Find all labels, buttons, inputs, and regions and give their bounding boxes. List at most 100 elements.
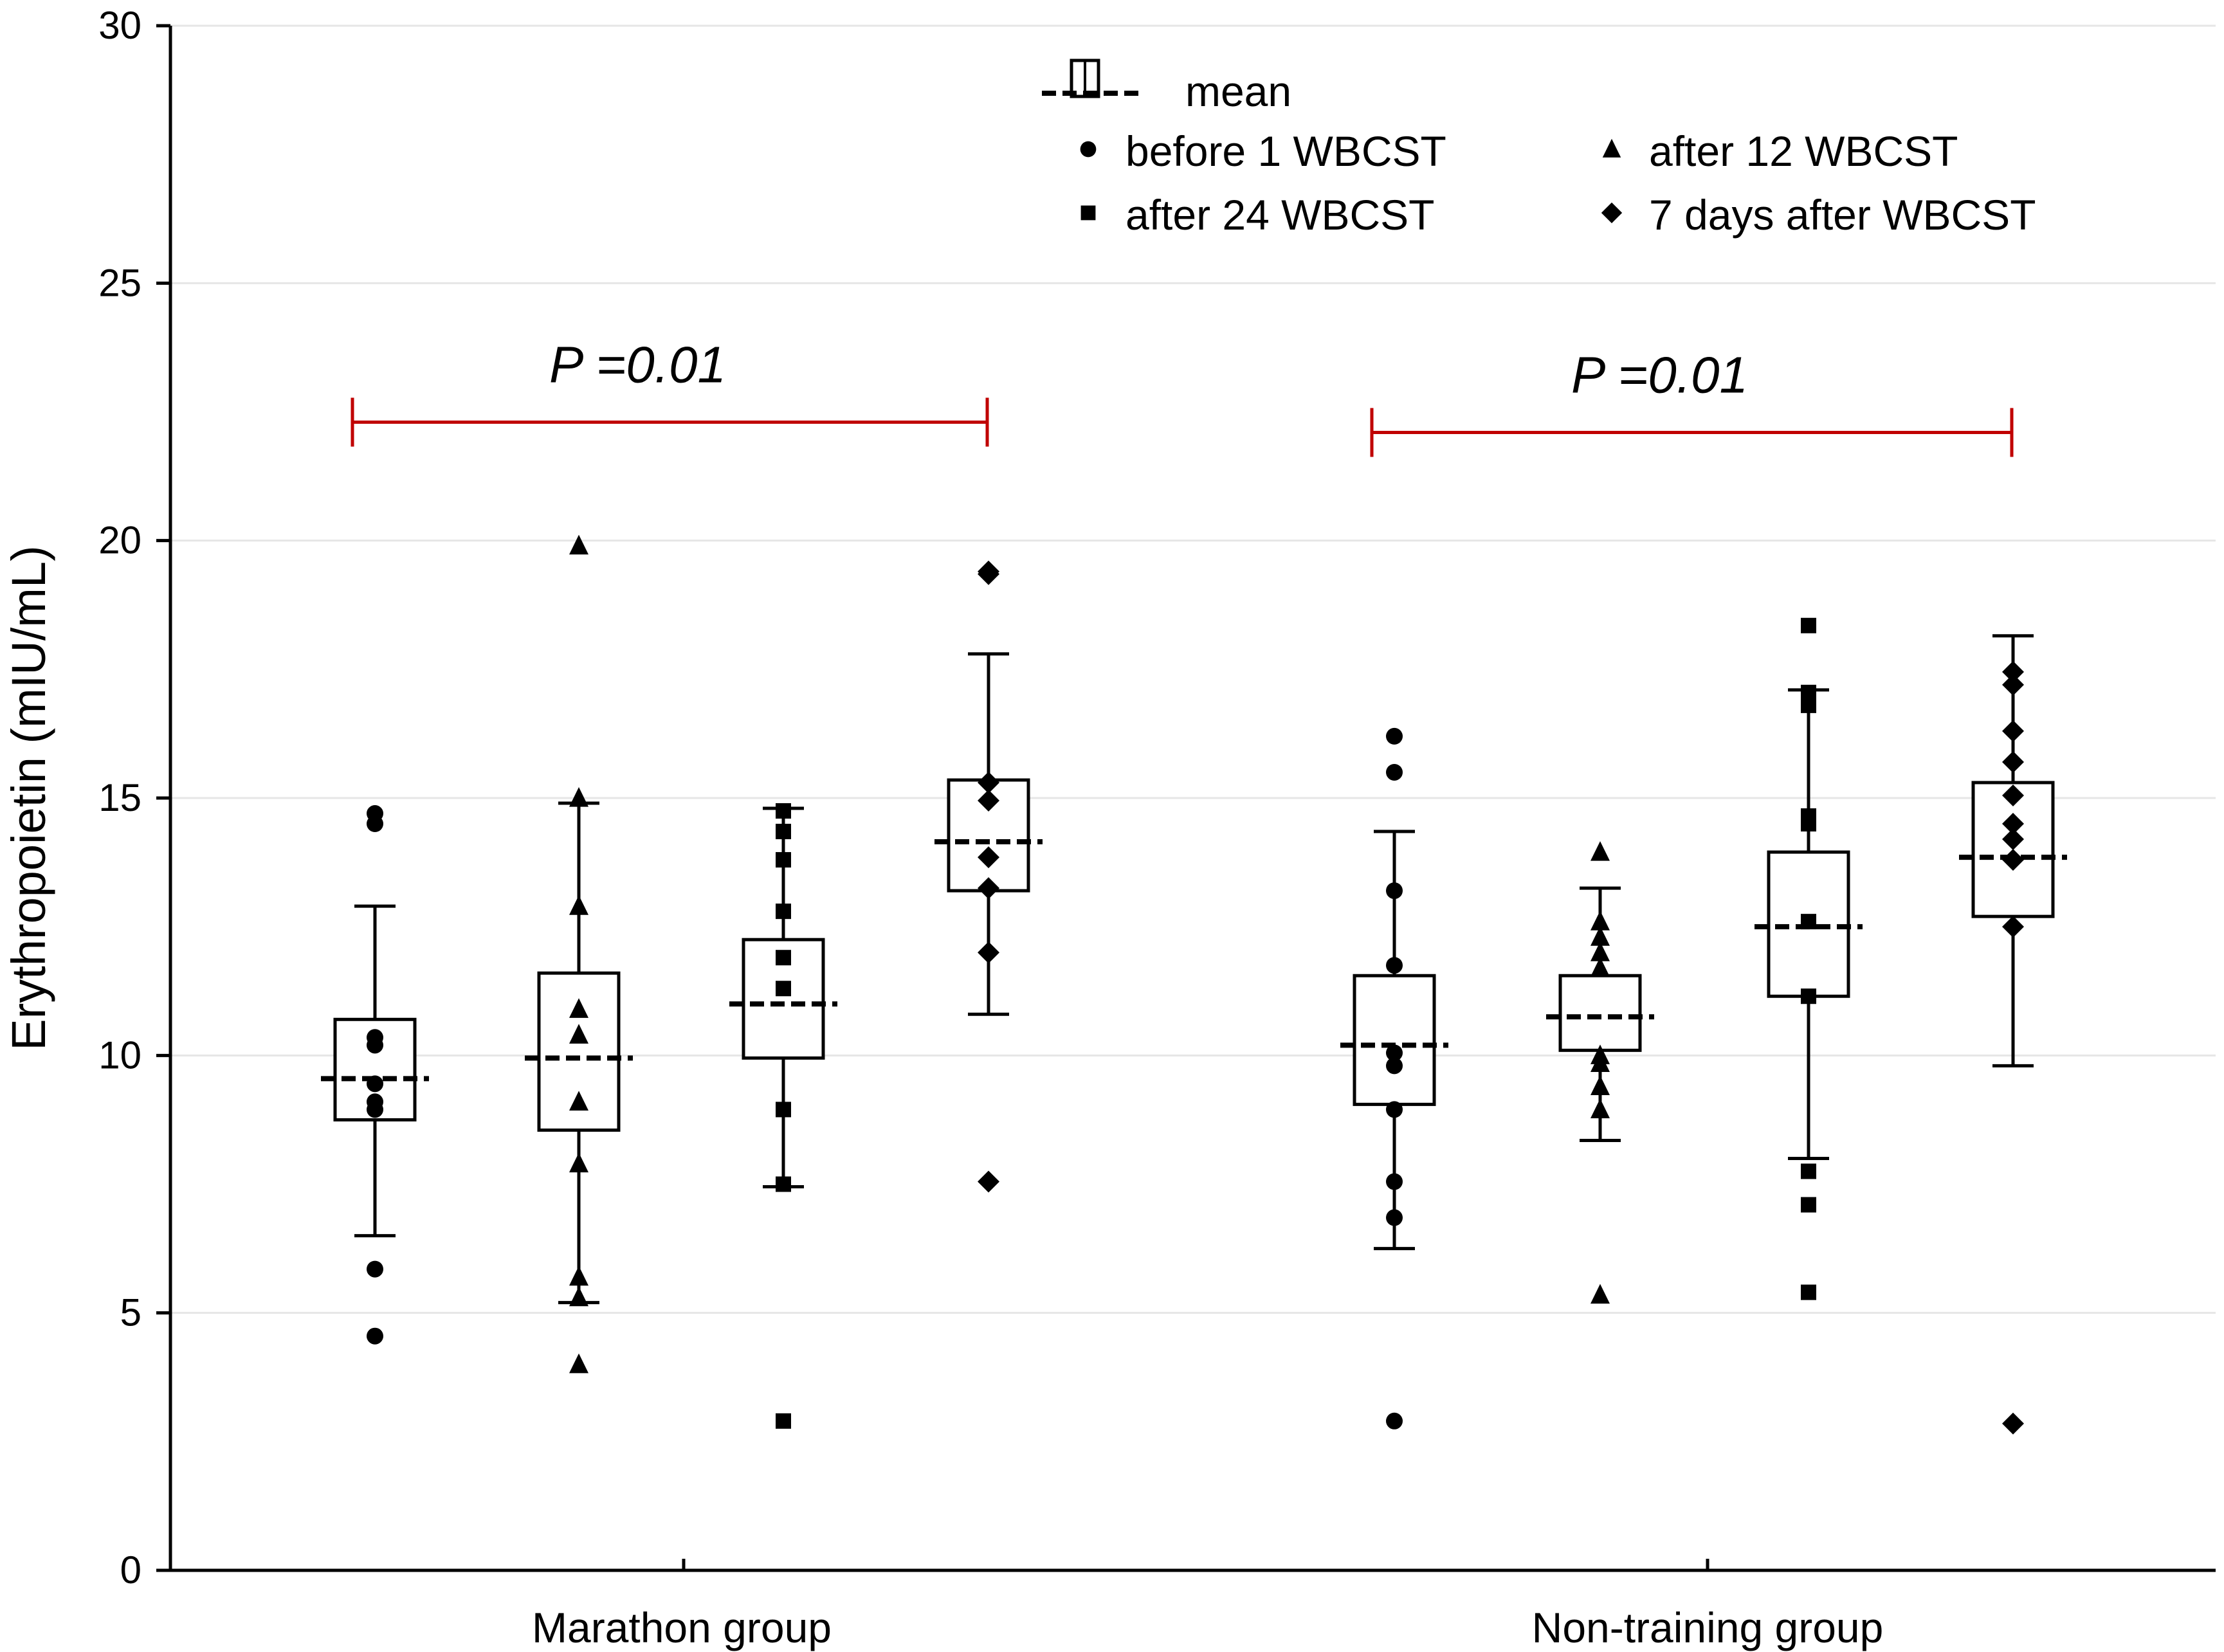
data-point-diamond [2002,673,2024,696]
box-after7d [1959,634,2067,1435]
y-axis-label: Erythropoietin (mIU/mL) [2,545,55,1050]
data-point-diamond [2002,720,2024,742]
data-point-circle [1386,882,1403,900]
data-point-square [776,824,791,840]
box-after12 [1546,841,1654,1304]
data-point-circle [1386,1173,1403,1190]
box-before [321,805,429,1345]
y-tick-label: 30 [98,4,141,47]
data-point-triangle [569,1353,588,1374]
data-point-circle [1386,1044,1403,1062]
legend-item-after7d: 7 days after WBCST [1601,191,2036,239]
data-point-triangle [569,1091,588,1111]
data-point-circle [1386,957,1403,974]
data-point-triangle [1591,911,1610,930]
data-point-square [776,903,791,920]
data-point-square [776,1413,791,1429]
data-point-triangle [569,998,588,1018]
data-point-diamond [978,941,999,964]
legend: mean before 1 WBCST after 12 WBCST after 24… [1042,59,2036,239]
data-point-diamond [978,877,999,900]
data-point-circle [367,1260,383,1278]
p-value-bracket: P =0.01 [1370,347,2014,457]
y-ticks: 0 5 10 15 20 25 30 [98,4,170,1592]
legend-label: after 24 WBCST [1126,191,1434,239]
y-tick-label: 10 [98,1033,141,1076]
data-point-square [1801,617,1816,633]
data-point-square [1080,205,1096,221]
data-point-square [776,981,791,997]
data-point-square [1801,816,1816,832]
p-value-label: P =0.01 [1571,347,1748,404]
data-point-square [1801,1284,1816,1300]
data-point-triangle [1591,1098,1610,1119]
data-point-triangle [569,1286,588,1307]
data-point-square [776,803,791,819]
box-after7d [934,560,1043,1193]
data-point-circle [367,1327,383,1345]
legend-mean-label: mean [1185,68,1291,115]
data-point-triangle [569,534,588,555]
data-point-square [1801,988,1816,1004]
data-point-diamond [978,790,999,812]
data-point-diamond [978,563,999,585]
x-tick-label: Non-training group [1532,1604,1884,1651]
data-point-square [1801,684,1816,700]
data-point-triangle [569,1266,588,1286]
data-point-circle [1386,1209,1403,1226]
data-point-diamond [2002,916,2024,938]
data-point-circle [367,1101,383,1118]
data-point-triangle [1591,957,1610,977]
box-after24 [729,803,837,1429]
box-after24 [1755,617,1863,1300]
legend-item-before: before 1 WBCST [1080,127,1446,175]
data-point-diamond [2002,849,2024,871]
data-point-square [1801,697,1816,713]
data-point-triangle [569,895,588,915]
box-plots [321,534,2067,1435]
data-point-diamond [2002,784,2024,806]
legend-mean: mean [1042,59,1291,115]
data-point-diamond [2002,750,2024,773]
data-point-triangle [1591,841,1610,861]
data-point-triangle [1591,941,1610,961]
data-point-triangle [1591,1075,1610,1095]
p-value-bracket: P =0.01 [351,336,989,447]
data-point-circle [1080,141,1097,158]
y-tick-label: 20 [98,519,141,562]
box-rect [1767,850,1850,998]
legend-item-after12: after 12 WBCST [1602,127,1958,175]
x-category-labels: Marathon group Non-training group [532,1559,1883,1651]
significance-annotations: P =0.01 P =0.01 [351,336,2014,457]
box-before [1340,727,1448,1430]
y-tick-label: 25 [98,261,141,304]
box-rect [1353,974,1436,1106]
data-point-diamond [978,846,999,869]
data-point-triangle [569,1024,588,1044]
data-point-circle [1386,1412,1403,1430]
data-point-square [776,950,791,966]
x-tick-label: Marathon group [532,1604,832,1651]
data-point-diamond [2002,1412,2024,1435]
legend-label: before 1 WBCST [1126,127,1446,175]
data-point-square [1801,1197,1816,1213]
y-tick-label: 0 [120,1548,141,1592]
data-point-circle [1386,1101,1403,1118]
data-point-circle [1386,727,1403,745]
data-point-square [776,1176,791,1192]
data-point-diamond [2002,813,2024,835]
data-point-circle [367,815,383,833]
y-tick-label: 5 [120,1291,141,1334]
legend-item-after24: after 24 WBCST [1080,191,1434,239]
grid-lines [170,24,2216,1314]
data-point-circle [1386,1057,1403,1075]
data-point-diamond [1601,202,1623,224]
data-point-diamond [978,771,999,794]
data-point-triangle [1591,1284,1610,1304]
data-point-circle [1386,763,1403,781]
data-point-square [776,852,791,868]
data-point-triangle [1602,138,1621,158]
data-point-triangle [569,787,588,807]
